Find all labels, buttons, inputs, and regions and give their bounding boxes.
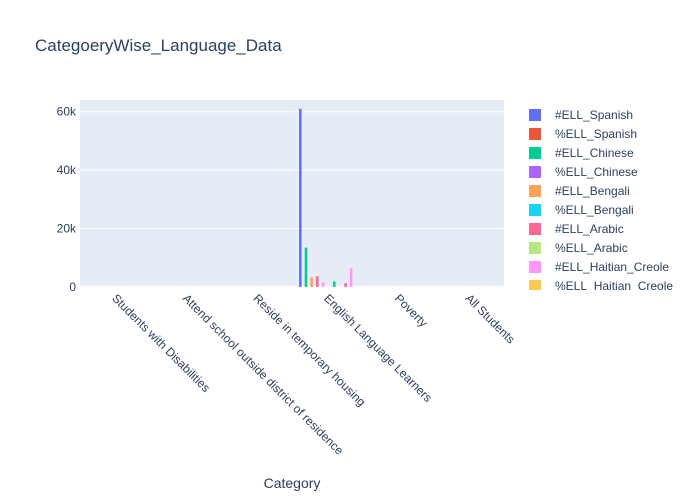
y-axis: 0 20k 40k 60k	[57, 105, 77, 294]
gridlines	[80, 111, 504, 288]
legend-swatch[interactable]	[529, 223, 541, 235]
bars	[299, 108, 353, 287]
legend-swatch[interactable]	[529, 185, 541, 197]
legend-label[interactable]: #ELL_Haitian_Creole	[555, 260, 669, 274]
bar[interactable]	[332, 281, 336, 287]
plot-area	[80, 100, 504, 287]
legend-swatch[interactable]	[529, 242, 541, 254]
legend-label[interactable]: %ELL_Spanish	[555, 127, 637, 141]
bar[interactable]	[304, 247, 308, 287]
legend-swatch[interactable]	[529, 261, 541, 273]
legend-swatch[interactable]	[529, 109, 541, 121]
legend-label[interactable]: #ELL_Arabic	[555, 222, 624, 236]
legend-label[interactable]: #ELL_Chinese	[555, 146, 634, 160]
legend-swatch[interactable]	[529, 166, 541, 178]
legend-swatch[interactable]	[529, 204, 541, 216]
bar[interactable]	[310, 277, 313, 287]
y-tick-label: 0	[69, 280, 76, 294]
legend-label[interactable]: %ELL_Chinese	[555, 165, 638, 179]
x-axis-title: Category	[264, 475, 321, 491]
y-tick-label: 20k	[57, 222, 77, 236]
legend-label[interactable]: %ELL_Haitian_Creole	[555, 279, 673, 293]
legend[interactable]: #ELL_Spanish %ELL_Spanish #ELL_Chinese %ELL…	[529, 108, 673, 293]
bar[interactable]	[316, 276, 319, 287]
bar[interactable]	[321, 282, 325, 287]
chart-title: CategoeryWise_Language_Data	[35, 36, 282, 55]
legend-label[interactable]: #ELL_Bengali	[555, 184, 630, 198]
bar[interactable]	[349, 268, 353, 287]
legend-swatch[interactable]	[529, 147, 541, 159]
legend-swatch[interactable]	[529, 128, 541, 140]
legend-label[interactable]: %ELL_Arabic	[555, 241, 628, 255]
y-tick-label: 40k	[57, 163, 77, 177]
bar[interactable]	[299, 108, 302, 287]
legend-swatch[interactable]	[529, 280, 541, 292]
bar[interactable]	[344, 283, 347, 287]
legend-label[interactable]: %ELL_Bengali	[555, 203, 634, 217]
y-tick-label: 60k	[57, 105, 77, 119]
legend-label[interactable]: #ELL_Spanish	[555, 108, 633, 122]
legend-items: #ELL_Spanish %ELL_Spanish #ELL_Chinese %ELL…	[529, 108, 673, 293]
